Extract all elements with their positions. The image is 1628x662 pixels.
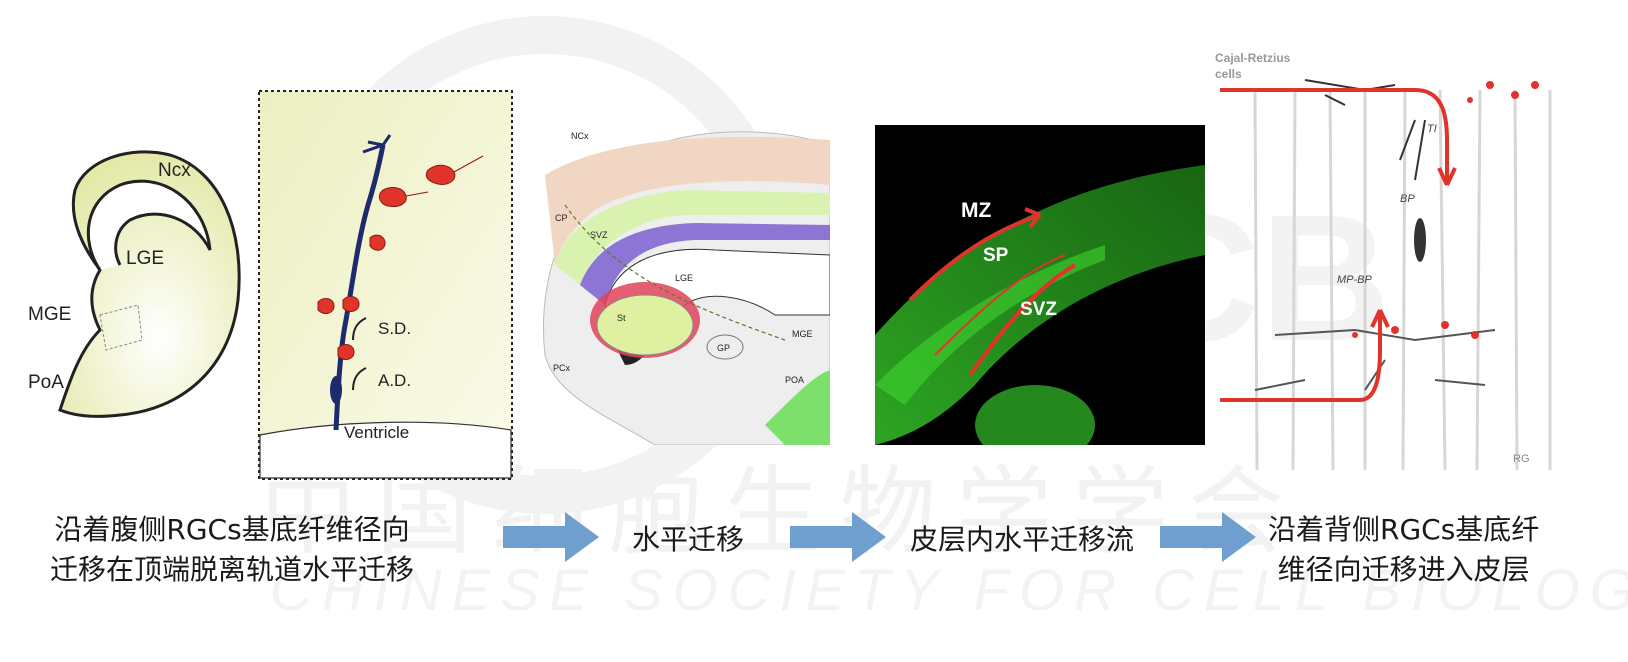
mz-arrow-head xyxy=(1024,207,1042,229)
migrating-neurons xyxy=(317,155,484,360)
mz-arrow xyxy=(908,213,1041,302)
label-svz: SVZ xyxy=(1020,299,1057,320)
label-sp: SP xyxy=(983,245,1009,266)
label-cajal-2: cells xyxy=(1215,67,1242,81)
label-cajal-1: Cajal-Retzius xyxy=(1215,51,1291,65)
panel-frame xyxy=(258,90,513,480)
poa-region xyxy=(765,370,830,445)
caption-step1-line1: 沿着腹侧RGCs基底纤维径向 xyxy=(54,513,410,546)
label-pcx: PCx xyxy=(553,363,571,373)
top-arrow-head xyxy=(1437,167,1457,186)
globus-pallidus xyxy=(706,334,744,360)
radial-fiber xyxy=(333,144,386,431)
label-svz: SVZ xyxy=(590,230,608,240)
label-lge: LGE xyxy=(126,248,164,269)
caption-step4-line2: 维径向迁移进入皮层 xyxy=(1277,553,1530,586)
flow-arrow-1 xyxy=(503,512,599,562)
glia-soma xyxy=(330,376,342,404)
lower-neurons xyxy=(1254,328,1496,391)
inset-box xyxy=(99,304,143,351)
bottom-arrow-head xyxy=(1370,309,1390,328)
cortex-band xyxy=(875,165,1205,445)
label-gp: GP xyxy=(717,343,730,353)
label-poa: POA xyxy=(785,375,804,385)
ventral-region xyxy=(975,385,1095,445)
label-st: St xyxy=(617,313,626,323)
arrow-ad xyxy=(352,367,367,391)
label-ventricle: Ventricle xyxy=(344,423,409,442)
top-arrow xyxy=(1220,88,1449,185)
migration-stream xyxy=(564,204,786,341)
label-ti: TI xyxy=(1427,123,1437,135)
watermark-en: CHINESE SOCIETY FOR CELL BIOLOGY xyxy=(270,558,1628,623)
label-cp: CP xyxy=(555,213,568,223)
flow-arrow-3 xyxy=(1160,512,1256,562)
caption-step4-line1: 沿着背侧RGCs基底纤 xyxy=(1268,513,1540,546)
striatum xyxy=(596,294,694,356)
ventricle-outline xyxy=(86,179,212,271)
bottom-arrow xyxy=(1220,310,1382,402)
red-puncta xyxy=(1352,81,1539,339)
ti-neuron xyxy=(1399,119,1426,181)
ventricle-surface xyxy=(259,421,512,479)
arrow-right-icon xyxy=(1160,512,1256,562)
forebrain-3d-panel: NCx CP SVZ LGE St GP MGE PCx POA xyxy=(543,131,830,445)
label-mz: MZ xyxy=(961,199,991,222)
cr-neuron xyxy=(1304,79,1396,106)
svz-arrow xyxy=(968,263,1076,377)
cortex-band xyxy=(545,136,830,265)
label-rg: RG xyxy=(1513,453,1530,465)
arrow-sd xyxy=(352,317,367,341)
cortex-schematic-panel: Cajal-Retzius cells TI BP MP-BP RG xyxy=(1215,51,1552,470)
flow-arrow-2 xyxy=(790,512,886,562)
label-bp: BP xyxy=(1400,193,1415,205)
arrow-right-icon xyxy=(503,512,599,562)
label-ncx: Ncx xyxy=(158,160,191,181)
label-ncx: NCx xyxy=(571,131,589,141)
glia-endfoot xyxy=(362,134,392,154)
fluorescence-panel: MZ SP SVZ xyxy=(875,125,1205,445)
label-sd: S.D. xyxy=(378,319,411,338)
label-ad: A.D. xyxy=(378,371,411,390)
rg-fibers xyxy=(1253,89,1552,470)
bp-neuron xyxy=(1414,218,1426,262)
caption-step2: 水平迁移 xyxy=(632,523,745,556)
label-mpbp: MP-BP xyxy=(1337,274,1373,286)
svz-band xyxy=(580,223,830,305)
cp-band xyxy=(555,190,830,285)
caption-step3: 皮层内水平迁移流 xyxy=(910,523,1135,556)
label-poa: PoA xyxy=(28,372,64,393)
arrow-right-icon xyxy=(790,512,886,562)
brain-section-panel: Ncx LGE MGE PoA xyxy=(28,150,241,418)
caption-step1-line2: 迁移在顶端脱离轨道水平迁移 xyxy=(50,553,415,586)
sp-arrow xyxy=(934,254,1066,356)
label-mge: MGE xyxy=(792,329,813,339)
caption-step4: 沿着背侧RGCs基底纤 维径向迁移进入皮层 xyxy=(1268,510,1539,590)
label-lge: LGE xyxy=(675,273,693,283)
caption-step1: 沿着腹侧RGCs基底纤维径向 迁移在顶端脱离轨道水平迁移 xyxy=(50,510,414,590)
radial-glia-panel: S.D. A.D. Ventricle xyxy=(258,90,513,480)
label-mge: MGE xyxy=(28,304,71,325)
